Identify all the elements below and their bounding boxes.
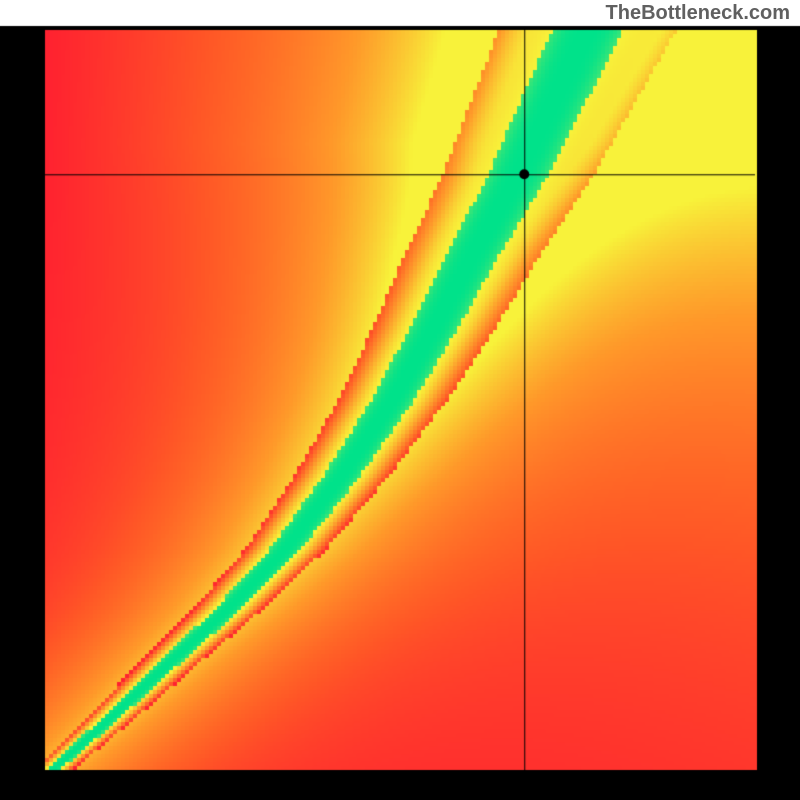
heatmap-canvas <box>0 0 800 800</box>
watermark-text: TheBottleneck.com <box>606 2 790 25</box>
chart-container: TheBottleneck.com <box>0 0 800 800</box>
